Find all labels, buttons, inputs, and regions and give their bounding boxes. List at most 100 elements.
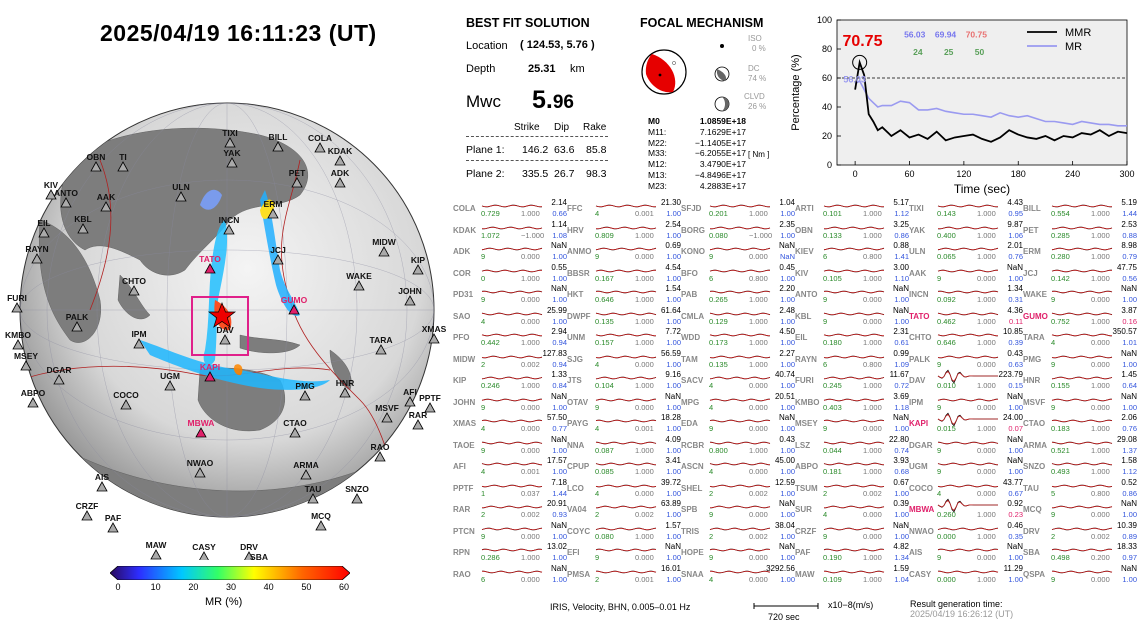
fit-b: 1.000 [977,230,996,240]
variance-value: 1.00 [1008,467,1023,476]
max-amplitude: 1.57 [665,520,681,530]
waveform-trace [595,204,657,208]
max-amplitude: 47.75 [1116,262,1137,272]
station-waveform-kbl: KBL NaN 9 0.000 1.00 [795,306,909,328]
fit-b: 0.002 [863,488,882,498]
station-code: SNZO [1023,462,1046,471]
moment-key: M22: [648,137,667,148]
fit-a: 4 [595,424,600,433]
plane2-dip: 26.7 [554,168,575,180]
region-box [191,296,249,356]
station-waveform-chto: CHTO 10.85 0.646 1.000 0.39 [909,327,1023,349]
station-label-kdak: KDAK [327,146,353,156]
max-amplitude: 0.99 [893,348,909,358]
fit-b: 0.800 [749,273,768,283]
waveform-trace [481,376,543,380]
max-amplitude: 2.31 [893,327,909,336]
variance-value: 1.00 [666,209,681,218]
clvd-label: CLVD [744,92,765,101]
fit-b: 1.000 [1091,230,1110,240]
station-code: FFC [567,204,583,213]
station-waveform-mbwa: MBWA 0.92 0.260 1.000 0.23 [909,498,1023,521]
fit-a: 0.183 [1051,424,1070,433]
station-code: ARMA [1023,440,1047,450]
max-amplitude: NaN [1120,499,1137,508]
station-waveform-snaa: SNAA 3292.56 4 0.000 1.00 [681,564,795,586]
station-code: JCJ [1023,268,1038,278]
waveform-trace [595,333,657,337]
waveform-trace [595,247,657,251]
variance-value: 0.94 [552,338,567,347]
variance-value: 0.72 [894,381,909,390]
max-amplitude: 2.14 [551,198,567,207]
fit-a: 0.065 [937,252,956,261]
variance-value: 1.00 [780,209,795,218]
moment-row: M33: −6.2055E+17 [648,148,746,159]
station-code: ERM [1023,247,1041,256]
variance-value: 1.08 [552,230,567,240]
variance-value: 1.00 [1008,445,1023,455]
fit-a: 0.554 [1051,209,1070,218]
colorbar-tick: 20 [188,582,199,592]
fit-a: 9 [937,359,942,369]
waveform-trace [823,505,885,509]
fit-a: 9 [937,273,942,283]
waveform-trace [937,369,998,384]
station-waveform-snzo: SNZO 1.58 0.493 1.000 1.12 [1023,456,1137,478]
waveform-trace [481,548,543,552]
variance-value: 1.00 [666,467,681,476]
max-amplitude: 38.04 [774,520,795,530]
station-triangle-icon [45,189,57,200]
fit-b: 1.000 [521,381,540,390]
waveform-trace [481,462,543,466]
station-label-anto: ANTO [54,188,78,198]
variance-value: 1.00 [780,467,795,476]
station-code: CTAO [1023,419,1046,428]
waveform-trace [709,312,771,315]
series-line-mmr [854,58,1128,143]
y-tick-label: 40 [822,102,832,112]
station-label-ais: AIS [94,472,110,482]
legend-label-mr: MR [1065,41,1082,53]
variance-value: 1.44 [1122,209,1137,218]
station-code: KAPI [909,419,929,428]
station-triangle-icon [314,142,326,153]
variance-value: 1.01 [1122,338,1137,347]
station-label-ugm: UGM [160,371,180,381]
fit-b: 0.000 [749,510,768,519]
station-waveform-eil: EIL 2.31 0.180 1.000 0.61 [795,327,909,349]
waveform-trace [481,527,543,530]
fit-b: 0.000 [521,295,540,304]
variance-value: 1.00 [666,359,681,369]
station-triangle-icon [128,285,140,296]
max-amplitude: NaN [778,413,795,422]
fit-b: 0.001 [635,574,654,584]
iso-value: 0 % [752,44,766,53]
dc-label: DC [748,64,760,73]
waveform-trace [823,290,885,294]
dc-value: 74 % [748,74,767,83]
max-amplitude: NaN [778,241,795,250]
fit-b: 1.000 [863,338,882,347]
fit-a: 0.085 [595,467,614,476]
station-code: TAOE [453,440,475,450]
max-amplitude: 223.79 [998,370,1023,379]
station-waveform-nwao: NWAO 0.46 0.000 1.000 0.35 [909,521,1023,543]
y-tick-label: 0 [827,160,832,170]
fit-b: 0.000 [521,424,540,433]
fit-a: 2 [823,488,828,498]
station-triangle-icon [374,451,386,462]
station-code: SPB [681,505,698,514]
fit-b: 0.000 [635,402,654,412]
station-code: JTS [567,376,582,385]
fit-a: 2 [1051,531,1056,541]
fit-b: 1.000 [521,209,540,218]
variance-value: 1.00 [1008,553,1023,562]
colorbar-ticks: 0 10 20 30 40 50 60 [115,582,349,594]
station-waveform-yak: YAK 9.87 0.400 1.000 1.06 [909,220,1023,242]
variance-value: 0.76 [1122,424,1137,433]
fit-b: 0.000 [749,424,768,433]
variance-value: 0.63 [1008,359,1023,369]
fit-b: 1.000 [977,574,996,584]
fit-b: 0.000 [977,553,996,562]
